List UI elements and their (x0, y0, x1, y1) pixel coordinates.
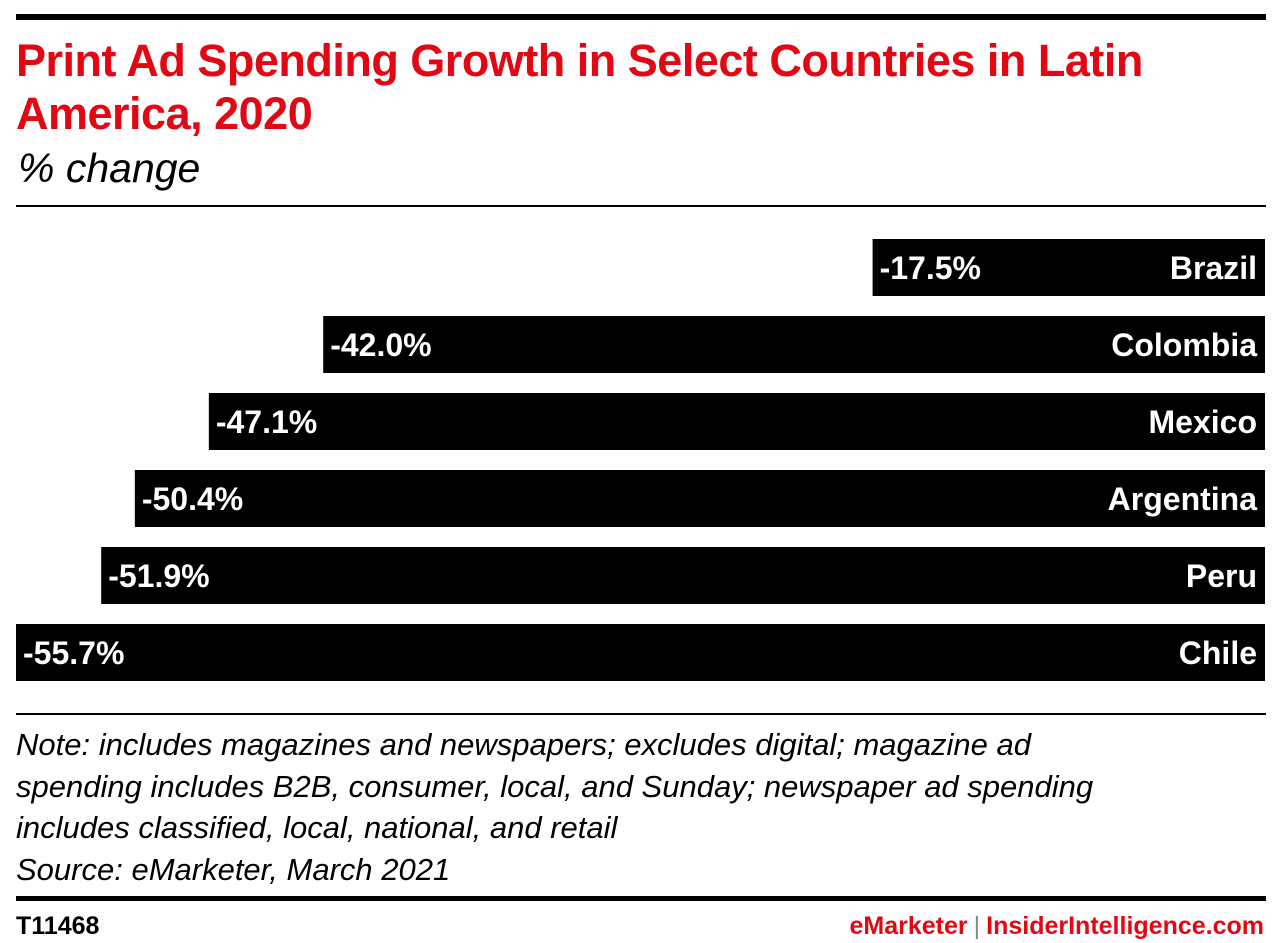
bar-chile (16, 624, 1265, 681)
chart-id: T11468 (16, 912, 100, 940)
bar-brazil (872, 239, 1265, 296)
chart-title: Print Ad Spending Growth in Select Count… (16, 35, 1143, 139)
note-line: spending includes B2B, consumer, local, … (16, 768, 1094, 804)
bar-peru (101, 547, 1265, 604)
category-label-brazil: Brazil (1170, 250, 1257, 286)
bar-group-chile: -55.7% Chile (16, 624, 1265, 681)
data-label-chile: -55.7% (23, 635, 124, 671)
bar-chart: -17.5% Brazil -42.0% Colombia -47.1% Mexico -5… (16, 239, 1266, 681)
category-label-chile: Chile (1179, 635, 1257, 671)
bar-group-colombia: -42.0% Colombia (323, 316, 1265, 373)
top-rule (16, 14, 1266, 20)
brand-emarketer: eMarketer (849, 912, 968, 940)
data-label-mexico: -47.1% (216, 404, 317, 440)
note-line: includes classified, local, national, an… (16, 810, 618, 845)
category-label-mexico: Mexico (1149, 404, 1257, 440)
data-label-argentina: -50.4% (142, 481, 243, 517)
note-divider (16, 713, 1266, 715)
bar-group-argentina: -50.4% Argentina (134, 470, 1266, 527)
note-line: Note: includes magazines and newspapers;… (16, 727, 1031, 762)
category-label-argentina: Argentina (1108, 481, 1258, 517)
chart-subtitle: % change (18, 145, 201, 191)
bar-colombia (323, 316, 1265, 373)
bar-mexico (208, 393, 1266, 450)
data-label-brazil: -17.5% (880, 250, 981, 286)
bar-group-brazil: -17.5% Brazil (872, 239, 1265, 296)
note-block: Note: includes magazines and newspapers;… (16, 724, 1266, 890)
category-label-peru: Peru (1186, 558, 1257, 594)
footer-rule (16, 896, 1266, 901)
brand-separator: | (973, 912, 981, 940)
bar-argentina (134, 470, 1266, 527)
category-label-colombia: Colombia (1111, 327, 1257, 363)
bar-group-mexico: -47.1% Mexico (208, 393, 1266, 450)
footer-brand: eMarketer | InsiderIntelligence.com (850, 911, 1265, 941)
data-label-peru: -51.9% (108, 558, 209, 594)
brand-insider-intelligence: InsiderIntelligence.com (986, 912, 1264, 940)
bar-group-peru: -51.9% Peru (101, 547, 1265, 604)
source-line: Source: eMarketer, March 2021 (16, 851, 451, 887)
data-label-colombia: -42.0% (330, 327, 431, 363)
header-divider (16, 205, 1266, 207)
